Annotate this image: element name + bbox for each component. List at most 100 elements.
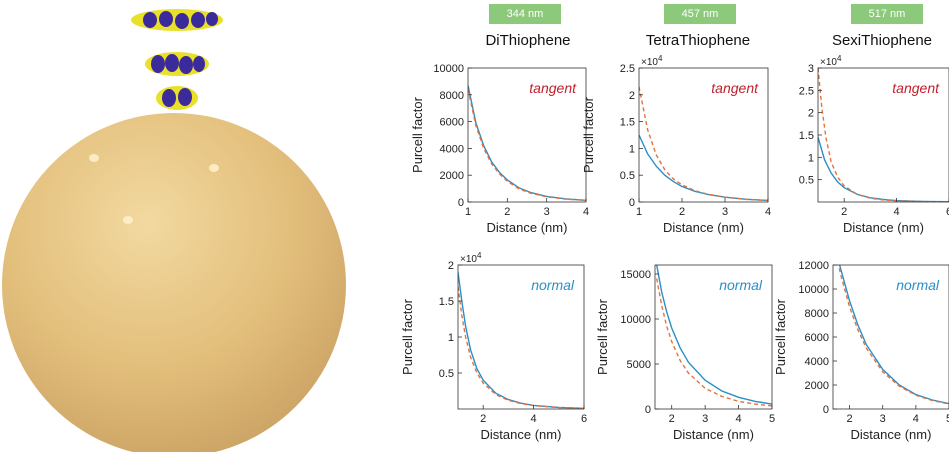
- orientation-label: normal: [531, 277, 575, 293]
- axis-multiplier-exponent: 4: [477, 251, 482, 260]
- axis-multiplier: ×104: [820, 54, 842, 68]
- y-tick-label: 4000: [440, 143, 464, 155]
- axis-multiplier-exponent: 4: [658, 54, 663, 63]
- y-tick-label: 2: [808, 108, 814, 120]
- x-tick-label: 1: [636, 206, 642, 218]
- y-tick-label: 10000: [433, 63, 464, 75]
- series-line-solid: [639, 134, 768, 202]
- plot-frame: [832, 264, 949, 410]
- y-tick-label: 0: [645, 404, 651, 416]
- x-tick-label: 2: [847, 413, 853, 425]
- x-tick-label: 4: [913, 413, 919, 425]
- plot-frame: [654, 264, 773, 410]
- series-line-dashed: [837, 265, 949, 405]
- series-line-dashed: [656, 278, 772, 407]
- x-tick-label: 2: [504, 206, 510, 218]
- molecules-above-gold-sphere: [2, 9, 346, 457]
- y-tick-label: 12000: [798, 260, 829, 272]
- y-tick-label: 1.5: [439, 296, 454, 308]
- x-tick-label: 2: [669, 413, 675, 425]
- x-tick-label: 1: [465, 206, 471, 218]
- series-line-solid: [838, 265, 949, 405]
- x-tick-label: 4: [736, 413, 742, 425]
- y-tick-label: 5000: [627, 359, 651, 371]
- sexithiophene-molecule: [131, 9, 223, 31]
- orientation-label: normal: [896, 277, 940, 293]
- y-tick-label: 0: [458, 197, 464, 209]
- y-tick-label: 8000: [805, 308, 829, 320]
- y-tick-label: 1: [448, 332, 454, 344]
- y-tick-label: 0.5: [799, 175, 814, 187]
- wavelength-badge-2: 457 nm: [664, 4, 736, 24]
- plot-frame: [638, 67, 769, 203]
- series-line-solid: [458, 272, 584, 409]
- y-tick-label: 3: [808, 63, 814, 75]
- y-tick-label: 2.5: [620, 63, 635, 75]
- y-tick-label: 10000: [620, 314, 651, 326]
- y-tick-label: 0.5: [439, 368, 454, 380]
- y-axis-label: Purcell factor: [400, 298, 415, 375]
- y-tick-label: 15000: [620, 269, 651, 281]
- orientation-label: tangent: [711, 80, 759, 96]
- x-tick-label: 2: [841, 206, 847, 218]
- illustration: [0, 0, 380, 457]
- x-tick-label: 3: [544, 206, 550, 218]
- x-tick-label: 6: [581, 413, 587, 425]
- x-tick-label: 3: [722, 206, 728, 218]
- y-tick-label: 0.5: [620, 170, 635, 182]
- y-tick-label: 2: [448, 260, 454, 272]
- column-title-sexithiophene: SexiThiophene: [831, 32, 933, 49]
- y-axis-label: Purcell factor: [595, 298, 610, 375]
- wavelength-badge-1: 344 nm: [489, 4, 561, 24]
- gold-sphere: [2, 113, 346, 457]
- axis-multiplier: ×104: [641, 54, 663, 68]
- tetrathiophene-molecule: [145, 52, 209, 76]
- x-tick-label: 4: [583, 206, 589, 218]
- plot-frame: [457, 264, 585, 410]
- orientation-label: tangent: [529, 80, 577, 96]
- x-tick-label: 3: [880, 413, 886, 425]
- series-line-dashed: [639, 86, 768, 202]
- x-axis-label: Distance (nm): [851, 427, 932, 442]
- y-axis-label: Purcell factor: [773, 298, 788, 375]
- series-line-dashed: [468, 89, 586, 202]
- series-line-solid: [818, 137, 949, 202]
- x-axis-label: Distance (nm): [487, 220, 568, 235]
- dithiophene-molecule: [156, 86, 198, 110]
- x-tick-label: 2: [679, 206, 685, 218]
- series-line-solid: [656, 265, 772, 405]
- x-axis-label: Distance (nm): [673, 427, 754, 442]
- series-line-solid: [468, 85, 586, 201]
- y-tick-label: 2.5: [799, 85, 814, 97]
- y-tick-label: 1: [629, 143, 635, 155]
- y-tick-label: 6000: [805, 332, 829, 344]
- series-line-dashed: [458, 286, 584, 409]
- orientation-label: normal: [719, 277, 763, 293]
- x-tick-label: 5: [769, 413, 775, 425]
- x-tick-label: 3: [702, 413, 708, 425]
- y-tick-label: 2: [629, 90, 635, 102]
- x-tick-label: 4: [765, 206, 771, 218]
- plot-frame: [817, 67, 949, 203]
- plot-frame: [467, 67, 587, 203]
- orientation-label: tangent: [892, 80, 940, 96]
- wavelength-badge-3: 517 nm: [851, 4, 923, 24]
- x-tick-label: 4: [894, 206, 900, 218]
- column-title-tetrathiophene: TetraThiophene: [645, 32, 751, 49]
- x-axis-label: Distance (nm): [843, 220, 924, 235]
- y-tick-label: 2000: [805, 380, 829, 392]
- axis-multiplier-exponent: 4: [837, 54, 842, 63]
- y-tick-label: 6000: [440, 117, 464, 129]
- y-tick-label: 4000: [805, 356, 829, 368]
- axis-multiplier: ×104: [460, 251, 482, 265]
- y-tick-label: 0: [823, 404, 829, 416]
- y-axis-label: Purcell factor: [581, 96, 596, 173]
- x-axis-label: Distance (nm): [663, 220, 744, 235]
- y-tick-label: 1: [808, 152, 814, 164]
- y-tick-label: 2000: [440, 170, 464, 182]
- column-title-dithiophene: DiThiophene: [485, 32, 571, 49]
- y-tick-label: 1.5: [620, 117, 635, 129]
- x-tick-label: 4: [531, 413, 537, 425]
- y-tick-label: 8000: [440, 90, 464, 102]
- y-tick-label: 0: [629, 197, 635, 209]
